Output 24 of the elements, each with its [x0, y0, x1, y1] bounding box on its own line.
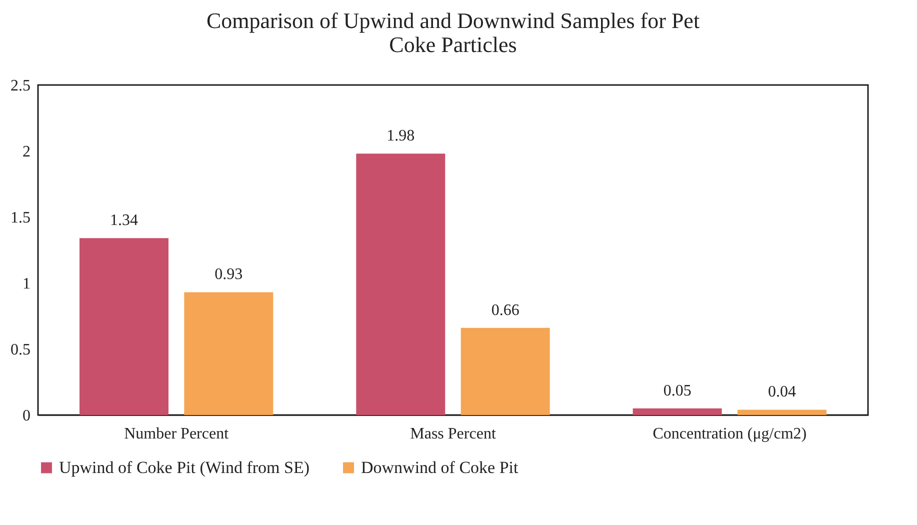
data-label: 0.04	[768, 384, 796, 401]
data-label: 1.98	[386, 128, 415, 145]
y-tick-label: 2.5	[10, 78, 30, 94]
y-tick-label: 1	[22, 276, 30, 292]
bar	[460, 328, 550, 415]
bar	[738, 410, 826, 415]
x-tick-label: Mass Percent	[410, 426, 496, 442]
y-tick-label: 0	[22, 408, 30, 424]
data-label: 1.34	[110, 212, 138, 230]
bar	[184, 292, 274, 415]
y-tick-label: 2	[22, 144, 30, 160]
bar	[80, 238, 168, 415]
y-tick-label: 0.5	[10, 342, 30, 358]
legend-label: Downwind of Coke Pit	[361, 458, 519, 477]
legend-label: Upwind of Coke Pit (Wind from SE)	[59, 458, 310, 477]
y-tick-label: 1.5	[10, 210, 30, 226]
chart-title: Comparison of Upwind and Downwind Samples for Pet Coke Particles	[206, 8, 700, 57]
bar	[356, 154, 446, 415]
x-tick-label: Concentration (μg/cm2)	[652, 426, 807, 442]
bar	[632, 408, 722, 415]
data-label: 0.93	[214, 266, 243, 284]
data-label: 0.05	[663, 382, 692, 400]
x-tick-label: Number Percent	[124, 426, 230, 442]
data-label: 0.66	[491, 302, 520, 319]
